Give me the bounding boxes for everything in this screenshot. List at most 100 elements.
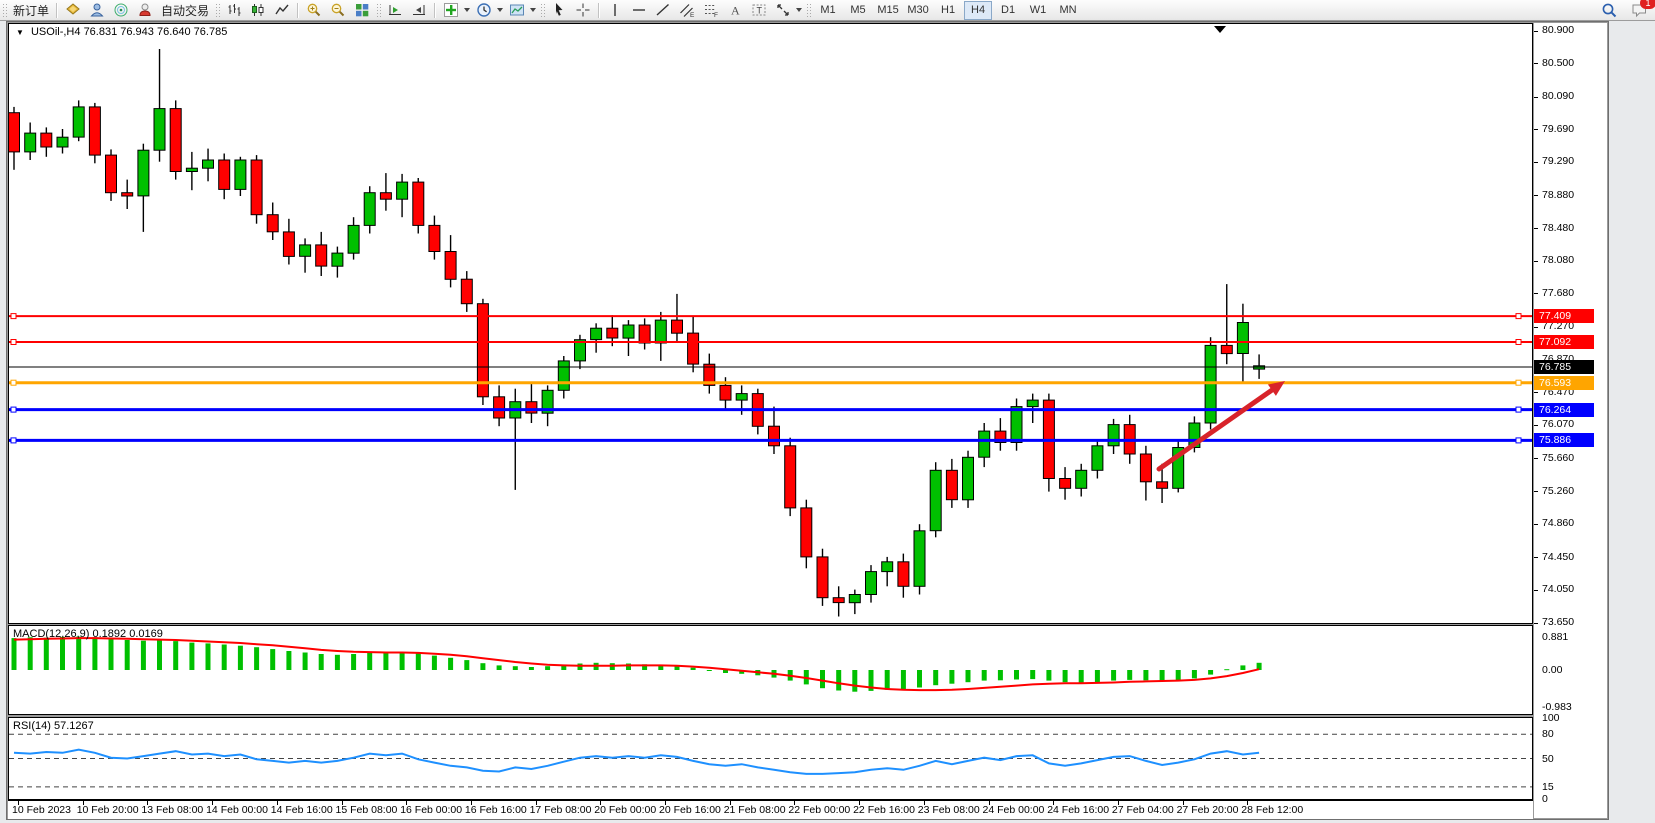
periods-icon[interactable] xyxy=(472,1,496,19)
time-tick-label: 20 Feb 00:00 xyxy=(594,804,657,816)
timeframe-h1[interactable]: H1 xyxy=(941,4,956,16)
search-icon[interactable] xyxy=(1597,1,1621,19)
toolbar-separator xyxy=(56,2,59,18)
current-price-price-badge: 76.785 xyxy=(1534,360,1594,375)
time-tick xyxy=(1182,801,1184,805)
zoom-out-icon[interactable] xyxy=(326,1,350,19)
price-tick xyxy=(1534,293,1538,295)
rsi-panel[interactable] xyxy=(8,717,1533,800)
price-tick xyxy=(1534,63,1538,65)
bars-chart-icon[interactable] xyxy=(222,1,246,19)
price-tick-label: 77.680 xyxy=(1542,286,1575,299)
svg-text:T: T xyxy=(757,6,763,16)
toolbar-separator xyxy=(598,2,601,18)
macd-axis-label: 0.881 xyxy=(1542,630,1569,643)
new-chart-icon[interactable] xyxy=(61,1,85,19)
time-tick xyxy=(665,801,666,805)
time-tick xyxy=(1117,801,1119,805)
price-tick-label: 73.650 xyxy=(1542,616,1575,629)
arrows-dropdown-icon[interactable] xyxy=(796,8,803,12)
time-tick-label: 13 Feb 08:00 xyxy=(141,804,204,816)
price-tick xyxy=(1534,557,1538,559)
time-tick xyxy=(147,801,149,805)
price-tick-label: 80.090 xyxy=(1542,90,1575,103)
time-axis[interactable]: 10 Feb 2023 10 Feb 20:00 13 Feb 08:00 14 Fe… xyxy=(8,800,1533,819)
resistance-1-price-badge: 77.409 xyxy=(1534,309,1594,324)
timeframe-d1[interactable]: D1 xyxy=(1001,4,1016,16)
arrows-icon[interactable] xyxy=(771,1,795,19)
horizontal-line-icon[interactable] xyxy=(627,1,651,19)
notification-badge: 1 xyxy=(1640,0,1655,9)
timeframe-m5[interactable]: M5 xyxy=(850,4,866,16)
templates-icon[interactable] xyxy=(505,1,529,19)
main-toolbar: 新订单 自动交易 xyxy=(0,0,1655,21)
price-tick xyxy=(1534,392,1538,394)
rsi-axis-label: 50 xyxy=(1542,752,1554,765)
time-tick xyxy=(341,801,343,805)
time-tick-label: 10 Feb 20:00 xyxy=(76,804,139,816)
chevron-down-icon[interactable]: ▼ xyxy=(16,28,24,37)
trend-line-icon[interactable] xyxy=(651,1,675,19)
vertical-line-icon[interactable] xyxy=(603,1,627,19)
price-tick xyxy=(1534,491,1538,493)
auto-scroll-icon[interactable] xyxy=(407,1,431,19)
line-chart-icon[interactable] xyxy=(270,1,294,19)
price-tick xyxy=(1534,260,1538,262)
indicators-icon[interactable] xyxy=(439,1,463,19)
time-tick-label: 22 Feb 16:00 xyxy=(853,804,915,816)
time-tick xyxy=(212,801,214,805)
timeframe-m1[interactable]: M1 xyxy=(820,4,836,16)
timeframe-h4[interactable]: H4 xyxy=(964,0,993,20)
zoom-in-icon[interactable] xyxy=(302,1,326,19)
timeframe-m30[interactable]: M30 xyxy=(907,4,929,16)
time-tick-label: 20 Feb 16:00 xyxy=(659,804,721,816)
price-tick xyxy=(1534,458,1538,460)
cursor-icon[interactable] xyxy=(547,1,571,19)
timeframe-mn[interactable]: MN xyxy=(1059,4,1077,16)
text-label-icon[interactable]: T xyxy=(747,1,771,19)
time-tick xyxy=(406,801,408,805)
macd-panel[interactable] xyxy=(8,625,1533,715)
timeframe-w1[interactable]: W1 xyxy=(1029,4,1047,16)
time-tick-label: 14 Feb 00:00 xyxy=(206,804,268,816)
price-tick xyxy=(1534,622,1538,624)
time-tick-label: 27 Feb 20:00 xyxy=(1176,804,1239,816)
price-tick xyxy=(1534,326,1538,328)
signals-icon[interactable] xyxy=(109,1,133,19)
time-tick-label: 28 Feb 12:00 xyxy=(1241,804,1304,816)
timeframe-m15[interactable]: M15 xyxy=(877,4,899,16)
crosshair-icon[interactable] xyxy=(571,1,595,19)
price-tick-label: 80.500 xyxy=(1542,56,1575,69)
equidistant-channel-icon[interactable]: E xyxy=(675,1,699,19)
auto-trading-button[interactable]: 自动交易 xyxy=(161,3,210,18)
indicators-dropdown-icon[interactable] xyxy=(464,8,471,12)
profile-icon[interactable] xyxy=(85,1,109,19)
price-tick xyxy=(1534,129,1538,131)
price-tick xyxy=(1534,523,1538,525)
candles-chart-icon[interactable] xyxy=(246,1,270,19)
chart-ohlc-values: 76.831 76.943 76.640 76.785 xyxy=(83,26,228,38)
time-tick-label: 22 Feb 00:00 xyxy=(788,804,851,816)
fibonacci-icon[interactable]: F xyxy=(699,1,723,19)
pivot-orange-price-badge: 76.593 xyxy=(1534,375,1594,390)
tile-windows-icon[interactable] xyxy=(350,1,374,19)
new-order-button[interactable]: 新订单 xyxy=(13,3,50,18)
price-tick-label: 74.450 xyxy=(1542,550,1575,563)
price-tick xyxy=(1534,96,1538,98)
templates-dropdown-icon[interactable] xyxy=(530,8,537,12)
time-tick xyxy=(859,801,861,805)
notifications-icon[interactable]: 1 xyxy=(1627,0,1655,19)
time-tick-label: 16 Feb 16:00 xyxy=(464,804,527,816)
macd-axis-label: 0.00 xyxy=(1542,664,1563,676)
rsi-indicator-label: RSI(14) 57.1267 xyxy=(13,720,94,732)
time-tick xyxy=(82,801,84,805)
price-axis[interactable]: 80.900 80.500 80.090 79.690 79.290 78.880 78.4… xyxy=(1534,23,1607,818)
main-price-chart[interactable] xyxy=(8,23,1533,624)
auto-trading-icon[interactable] xyxy=(133,1,157,19)
price-tick-label: 74.860 xyxy=(1542,517,1575,530)
time-tick-label: 21 Feb 08:00 xyxy=(723,804,786,816)
price-tick-label: 77.270 xyxy=(1542,320,1575,333)
chart-shift-icon[interactable] xyxy=(383,1,407,19)
periods-dropdown-icon[interactable] xyxy=(497,8,504,12)
text-icon[interactable]: A xyxy=(723,1,747,19)
